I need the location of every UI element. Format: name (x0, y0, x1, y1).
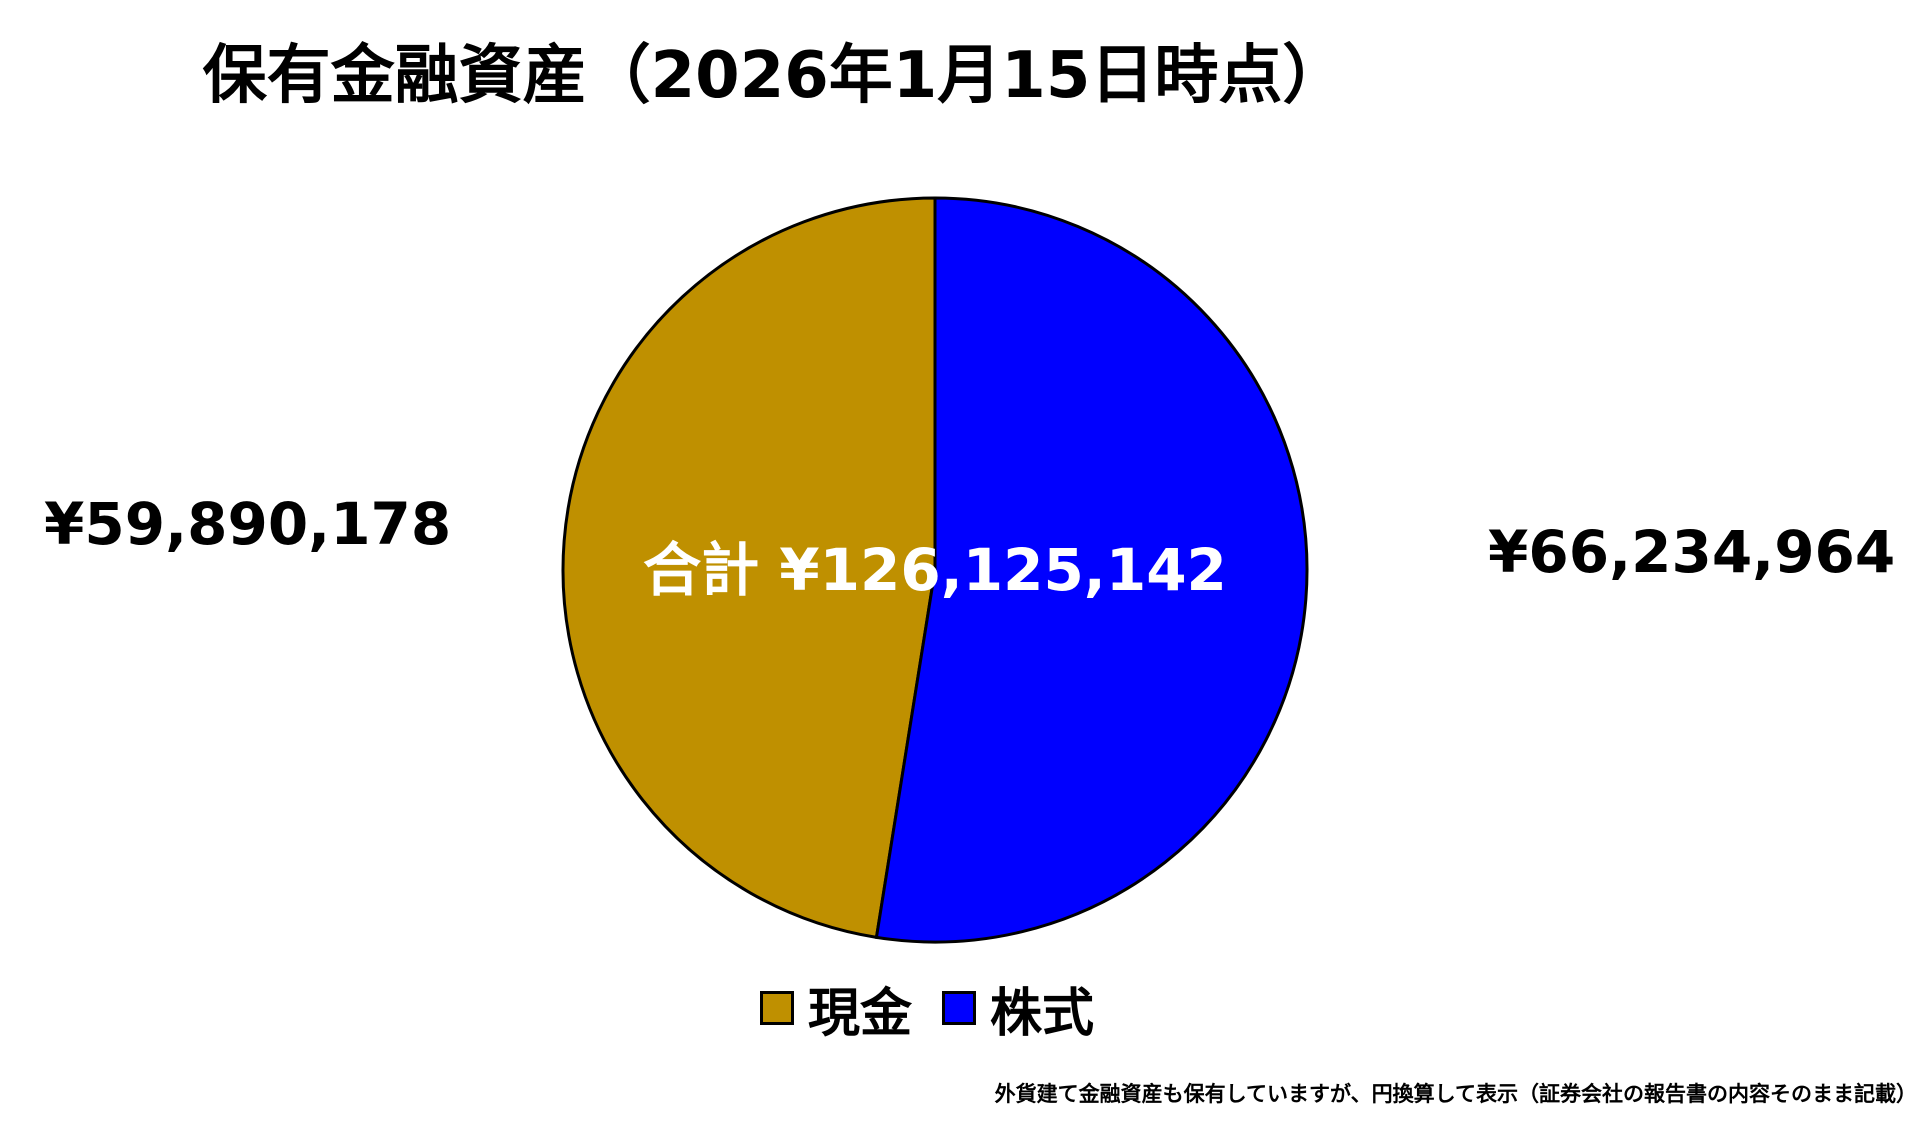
footnote: 外貨建て金融資産も保有していますが、円換算して表示（証券会社の報告書の内容そのま… (994, 1082, 1917, 1106)
legend-label-stocks: 株式 (990, 983, 1095, 1044)
value-label-stocks: ¥66,234,964 (1488, 518, 1896, 586)
value-label-cash: ¥59,890,178 (44, 490, 452, 558)
pie-center-total-label: 合計 ¥126,125,142 (643, 536, 1227, 604)
legend-swatch-cash (760, 991, 794, 1025)
pie-slice-cash (561, 196, 937, 940)
legend-item-cash: 現金 (760, 971, 912, 1046)
chart-title: 保有金融資産（2026年1月15日時点） (202, 39, 1347, 113)
pie-slice-stocks (874, 196, 1309, 944)
legend-label-cash: 現金 (808, 983, 913, 1044)
legend-item-stocks: 株式 (942, 971, 1094, 1046)
chart-legend: 現金 株式 (760, 978, 1094, 1044)
legend-swatch-stocks (942, 991, 977, 1025)
